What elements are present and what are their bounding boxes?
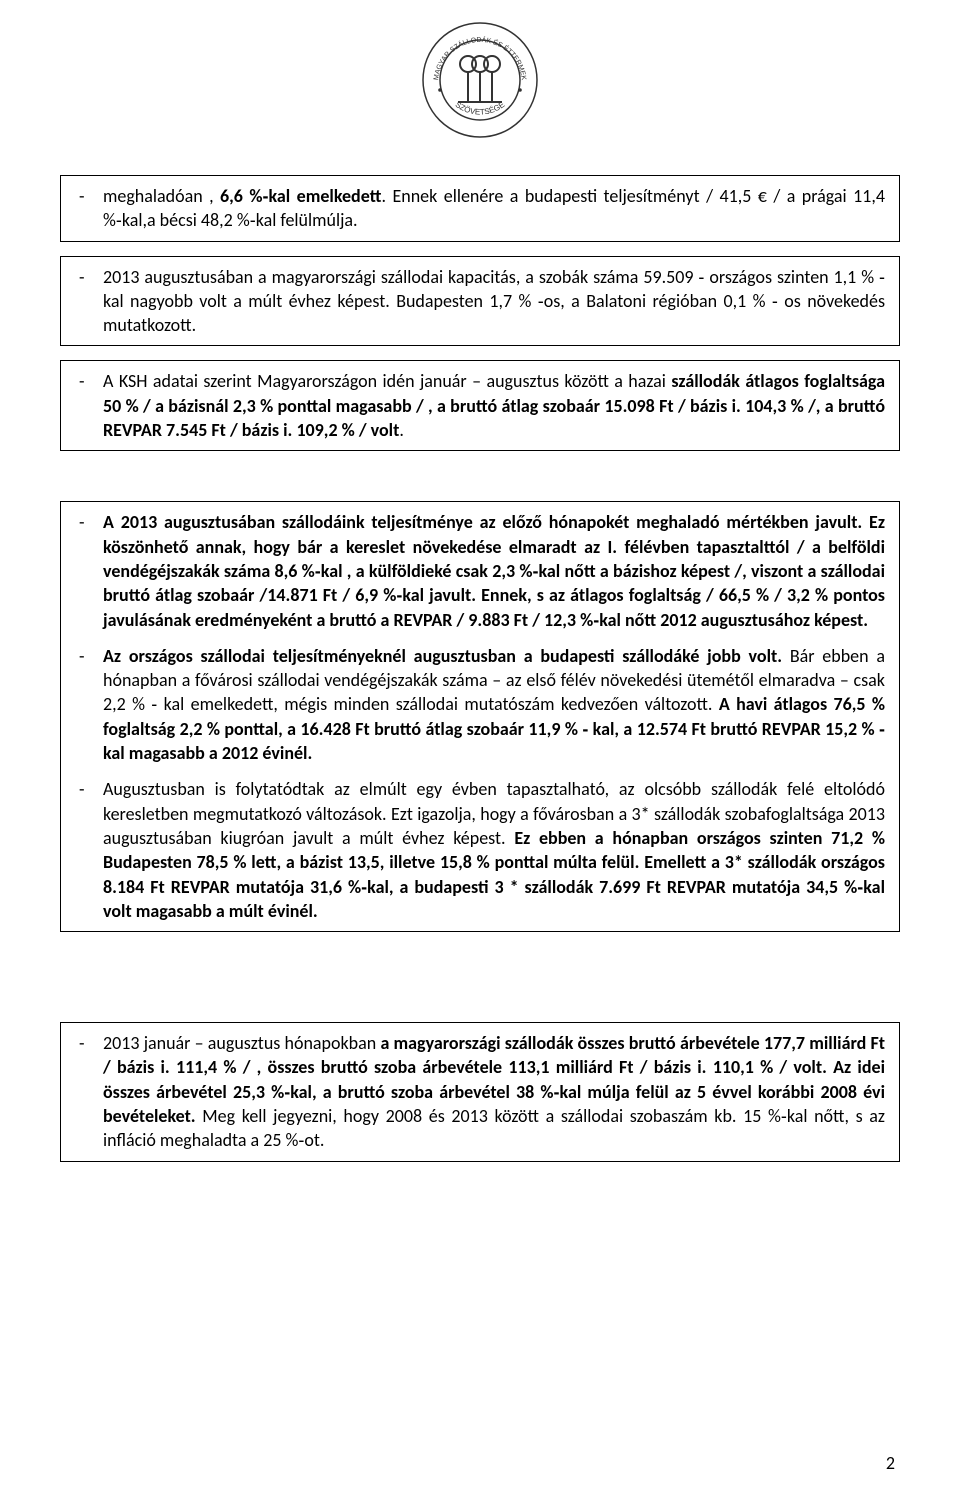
bold-text: A 2013 augusztusában szállodáink teljesí… — [103, 511, 885, 630]
text: Meg kell jegyezni, hogy 2008 és 2013 köz… — [103, 1105, 885, 1151]
bold-text: 6,6 %‑kal emelkedett — [220, 185, 381, 207]
text: 2013 augusztusában a magyarországi száll… — [103, 266, 885, 337]
association-logo: MAGYAR SZÁLLODÁK ÉS ÉTTERMEK SZÖVETSÉGE — [420, 20, 540, 140]
box2-item-1: 2013 augusztusában a magyarországi száll… — [103, 265, 885, 338]
box3-item-1: A KSH adatai szerint Magyarországon idén… — [103, 369, 885, 442]
box4-item-1: A 2013 augusztusában szállodáink teljesí… — [103, 510, 885, 631]
text: . — [399, 419, 404, 441]
text: A KSH adatai szerint Magyarországon idén… — [103, 370, 671, 392]
box4-item-3: Augusztusban is folytatódtak az elmúlt e… — [103, 777, 885, 923]
content-box-3: A KSH adatai szerint Magyarországon idén… — [60, 360, 900, 451]
content-box-1: meghaladóan , 6,6 %‑kal emelkedett. Enne… — [60, 175, 900, 242]
content-box-5: 2013 január – augusztus hónapokban a mag… — [60, 1022, 900, 1161]
text: 2013 január – augusztus hónapokban — [103, 1032, 380, 1054]
box4-item-2: Az országos szállodai teljesítményeknél … — [103, 644, 885, 765]
page-number: 2 — [886, 1452, 895, 1474]
content-box-2: 2013 augusztusában a magyarországi száll… — [60, 256, 900, 347]
box1-item-1: meghaladóan , 6,6 %‑kal emelkedett. Enne… — [103, 184, 885, 233]
header-logo-container: MAGYAR SZÁLLODÁK ÉS ÉTTERMEK SZÖVETSÉGE — [60, 20, 900, 145]
bold-text: Az országos szállodai teljesítményeknél … — [103, 645, 782, 667]
text: meghaladóan , — [103, 185, 220, 207]
content-box-4: A 2013 augusztusában szállodáink teljesí… — [60, 501, 900, 932]
box5-item-1: 2013 január – augusztus hónapokban a mag… — [103, 1031, 885, 1152]
